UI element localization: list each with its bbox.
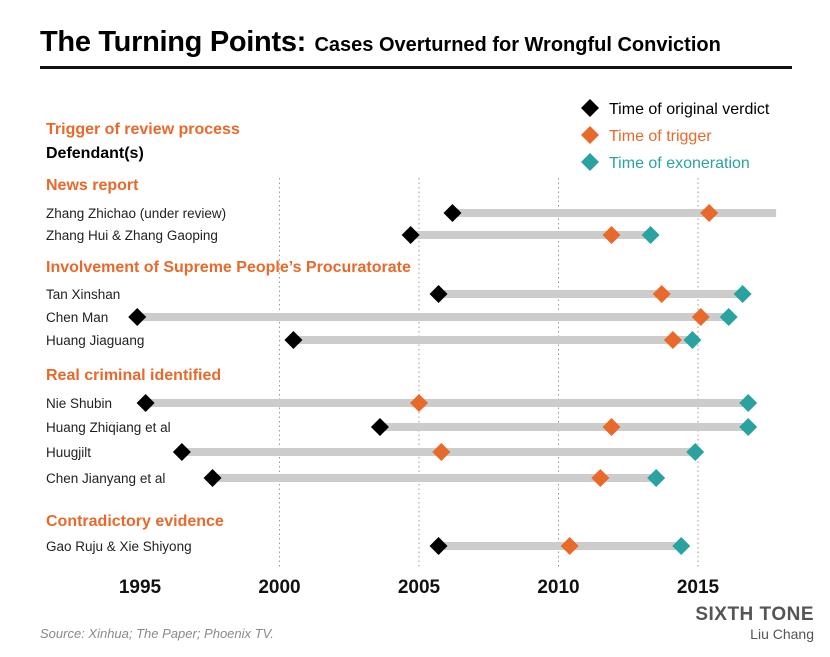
exoneration-marker	[672, 537, 691, 555]
case-label: Gao Ruju & Xie Shiyong	[46, 539, 192, 554]
case-label: Chen Man	[46, 310, 108, 325]
case-bar	[212, 474, 657, 482]
group-header: Involvement of Supreme People’s Procurat…	[46, 259, 411, 276]
case-label: Zhang Hui & Zhang Gaoping	[46, 228, 218, 243]
case-markers	[128, 204, 758, 555]
verdict-marker	[429, 537, 448, 555]
trigger-legend-marker	[581, 126, 599, 144]
verdict-marker	[136, 394, 155, 412]
case-label: Huang Zhiqiang et al	[46, 420, 171, 435]
verdict-marker	[284, 331, 303, 349]
case-bar	[293, 336, 693, 344]
grid-lines	[279, 178, 699, 568]
trigger-marker	[652, 285, 671, 303]
case-bar	[379, 423, 749, 431]
x-tick-label: 1995	[119, 577, 162, 598]
verdict-marker	[128, 308, 147, 326]
trigger-marker	[602, 226, 621, 244]
case-bar	[438, 290, 743, 298]
trigger-marker	[663, 331, 682, 349]
case-label: Chen Jianyang et al	[46, 471, 165, 486]
case-bar	[410, 231, 651, 239]
case-label: Nie Shubin	[46, 396, 112, 411]
case-label: Huugjilt	[46, 445, 91, 460]
x-tick-label: 2010	[537, 577, 579, 598]
legend-label: Time of exoneration	[609, 155, 750, 172]
exoneration-legend-marker	[581, 153, 599, 171]
column-header: Trigger of review process	[46, 121, 240, 138]
case-labels: News report Zhang Zhichao (under review) Z…	[46, 177, 411, 554]
group-header: Contradictory evidence	[46, 513, 224, 530]
case-bar	[137, 313, 729, 321]
trigger-marker	[700, 204, 719, 222]
verdict-marker	[203, 469, 222, 487]
exoneration-marker	[686, 443, 705, 461]
case-label: Zhang Zhichao (under review)	[46, 206, 226, 221]
title-divider	[40, 66, 792, 69]
group-header: Real criminal identified	[46, 367, 221, 384]
source-note: Source: Xinhua; The Paper; Phoenix TV.	[40, 626, 274, 641]
brand-block: SIXTH TONE Liu Chang	[695, 604, 814, 642]
legend: Time of original verdict Time of trigger T…	[581, 99, 770, 172]
chart-subtitle: Cases Overturned for Wrongful Conviction	[314, 34, 721, 56]
case-label: Huang Jiaguang	[46, 333, 144, 348]
trigger-marker	[602, 418, 621, 436]
verdict-marker	[172, 443, 191, 461]
brand-name: SIXTH TONE	[695, 604, 814, 625]
verdict-legend-marker	[581, 99, 599, 117]
x-tick-label: 2005	[398, 577, 441, 598]
trigger-marker	[410, 394, 428, 412]
case-bar	[452, 209, 777, 217]
case-bar	[438, 542, 682, 550]
exoneration-marker	[683, 331, 702, 349]
chart-title: The Turning Points:	[40, 26, 307, 58]
verdict-marker	[429, 285, 448, 303]
case-bar	[145, 399, 749, 407]
group-header: News report	[46, 177, 139, 194]
author-name: Liu Chang	[750, 626, 814, 642]
trigger-marker	[560, 537, 579, 555]
exoneration-marker	[641, 226, 660, 244]
trigger-marker	[691, 308, 710, 326]
exoneration-marker	[733, 285, 752, 303]
verdict-marker	[401, 226, 420, 244]
exoneration-marker	[719, 308, 738, 326]
trigger-marker	[432, 443, 451, 461]
x-tick-label: 2000	[258, 577, 300, 598]
exoneration-marker	[739, 394, 758, 412]
case-label: Tan Xinshan	[46, 287, 120, 302]
legend-label: Time of trigger	[609, 128, 712, 145]
verdict-marker	[443, 204, 462, 222]
x-tick-label: 2015	[677, 577, 720, 598]
column-subheader: Defendant(s)	[46, 145, 144, 162]
x-axis-ticks: 1995 2000 2005 2010 2015	[119, 577, 720, 598]
exoneration-marker	[739, 418, 758, 436]
exoneration-marker	[647, 469, 666, 487]
trigger-marker	[591, 469, 610, 487]
verdict-marker	[370, 418, 389, 436]
legend-label: Time of original verdict	[609, 101, 770, 118]
chart-title-block: The Turning Points: Cases Overturned for…	[40, 26, 721, 59]
